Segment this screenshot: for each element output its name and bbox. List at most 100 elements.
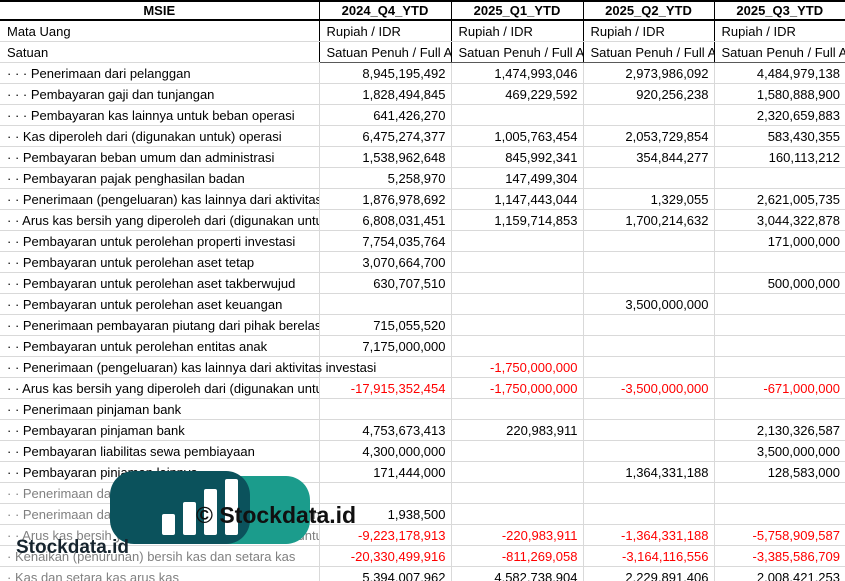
row-label: · · Pembayaran untuk perolehan entitas a… xyxy=(7,338,268,354)
row-label: · · Penerimaan pembayaran piutang dari p… xyxy=(7,317,319,333)
cell-value: 630,707,510 xyxy=(373,275,446,291)
cell-value: 7,754,035,764 xyxy=(362,233,446,249)
cell-value: -3,164,116,556 xyxy=(622,548,709,564)
table-row: · · Pembayaran liabilitas sewa pembiayaa… xyxy=(0,440,845,462)
unit-value: Satuan Penuh / Full Amount xyxy=(721,44,845,60)
row-label: · Kenaikan (penurunan) bersih kas dan se… xyxy=(7,548,296,564)
row-label: · · Penerimaan pinjaman bank xyxy=(7,401,182,417)
cell-value: -17,915,352,454 xyxy=(350,380,446,396)
row-label: · · Pembayaran pajak penghasilan badan xyxy=(7,170,245,186)
row-label: · · Pembayaran untuk perolehan aset takb… xyxy=(7,275,296,291)
table-row: · · Penerimaan pinjaman bank xyxy=(0,398,845,420)
unit-value: Satuan Penuh / Full Amount xyxy=(458,44,583,60)
row-label: · Kas dan setara kas arus kas xyxy=(7,569,179,581)
cell-value: 1,700,214,632 xyxy=(625,212,709,228)
cell-value: 1,828,494,845 xyxy=(362,86,446,102)
cell-value: 171,000,000 xyxy=(767,233,840,249)
table-header-row: MSIE 2024_Q4_YTD 2025_Q1_YTD 2025_Q2_YTD… xyxy=(0,0,845,21)
currency-value: Rupiah / IDR xyxy=(590,23,665,39)
cell-value: 7,175,000,000 xyxy=(362,338,446,354)
cell-value: 128,583,000 xyxy=(767,464,840,480)
cell-value: -3,500,000,000 xyxy=(621,380,709,396)
unit-label: Satuan xyxy=(7,44,49,60)
cell-value: 2,229,891,406 xyxy=(625,569,709,581)
row-label: · · Pembayaran pinjaman bank xyxy=(7,422,185,438)
unit-value: Satuan Penuh / Full Amount xyxy=(326,44,451,60)
cell-value: 845,992,341 xyxy=(505,149,578,165)
cell-value: -811,269,058 xyxy=(501,548,578,564)
table-row: · · Pembayaran untuk perolehan aset keua… xyxy=(0,293,845,315)
row-label: · · · Pembayaran kas lainnya untuk beban… xyxy=(7,107,295,123)
cell-value: 2,621,005,735 xyxy=(756,191,840,207)
cell-value: 1,159,714,853 xyxy=(494,212,578,228)
cell-value: -220,983,911 xyxy=(501,527,578,543)
column-header-q3-2025: 2025_Q3_YTD xyxy=(713,0,845,21)
cell-value: 1,474,993,046 xyxy=(494,65,578,81)
currency-value: Rupiah / IDR xyxy=(721,23,796,39)
cell-value: 1,580,888,900 xyxy=(756,86,840,102)
cell-value: 160,113,212 xyxy=(768,149,840,165)
cell-value: 5,258,970 xyxy=(387,170,446,186)
cell-value: 583,430,355 xyxy=(767,128,840,144)
cell-value: 3,070,664,700 xyxy=(362,254,446,270)
row-label: · · Penerimaan (pengeluaran) kas lainnya… xyxy=(7,359,377,375)
cell-value: 1,005,763,454 xyxy=(494,128,578,144)
cell-value: -9,223,178,913 xyxy=(358,527,446,543)
cell-value: 2,130,326,587 xyxy=(756,422,840,438)
cell-value: 1,938,500 xyxy=(387,506,446,522)
watermark-brand: Stockdata.id xyxy=(16,537,129,558)
cell-value: -1,750,000,000 xyxy=(490,359,578,375)
cell-value: 8,945,195,492 xyxy=(362,65,446,81)
cell-value: 1,329,055 xyxy=(650,191,709,207)
column-header-q4-2024: 2024_Q4_YTD xyxy=(318,0,451,21)
cell-value: 6,808,031,451 xyxy=(362,212,446,228)
row-label: · · Pembayaran beban umum dan administra… xyxy=(7,149,275,165)
table-row: · · Pembayaran pajak penghasilan badan 5… xyxy=(0,167,845,189)
cell-value: 171,444,000 xyxy=(373,464,446,480)
cell-value: -1,750,000,000 xyxy=(490,380,578,396)
cell-value: 4,484,979,138 xyxy=(756,65,840,81)
table-row: · · Penerimaan (pengeluaran) kas lainnya… xyxy=(0,356,845,378)
table-row: · · Pembayaran untuk perolehan aset takb… xyxy=(0,272,845,294)
cell-value: 4,753,673,413 xyxy=(362,422,446,438)
cell-value: 2,973,986,092 xyxy=(625,65,709,81)
table-row: · · Pembayaran pinjaman bank 4,753,673,4… xyxy=(0,419,845,441)
row-label: · · · Penerimaan dari pelanggan xyxy=(7,65,191,81)
cell-value: 3,500,000,000 xyxy=(756,443,840,459)
unit-value: Satuan Penuh / Full Amount xyxy=(590,44,714,60)
cell-value: -1,364,331,188 xyxy=(621,527,709,543)
row-label: · · Penerimaan (pengeluaran) kas lainnya… xyxy=(7,191,319,207)
cell-value: 354,844,277 xyxy=(636,149,709,165)
cell-value: 2,320,659,883 xyxy=(756,107,840,123)
row-label: · · Pembayaran untuk perolehan properti … xyxy=(7,233,296,249)
currency-label: Mata Uang xyxy=(7,23,71,39)
table-row: · · Penerimaan (pengeluaran) kas lainnya… xyxy=(0,188,845,210)
cell-value: 3,500,000,000 xyxy=(625,296,709,312)
cell-value: 2,053,729,854 xyxy=(625,128,709,144)
cell-value: 4,582,738,904 xyxy=(494,569,578,581)
table-row: · Kenaikan (penurunan) bersih kas dan se… xyxy=(0,545,845,567)
table-row: · · Penerimaan pembayaran piutang dari p… xyxy=(0,314,845,336)
cell-value: 6,475,274,377 xyxy=(362,128,446,144)
cell-value: 715,055,520 xyxy=(373,317,446,333)
cell-value: 3,044,322,878 xyxy=(756,212,840,228)
column-header-q2-2025: 2025_Q2_YTD xyxy=(582,0,714,21)
cell-value: 1,538,962,648 xyxy=(362,149,446,165)
watermark-copyright: © Stockdata.id xyxy=(196,502,357,528)
stockdata-logo-icon xyxy=(110,471,310,544)
table-row: · · Arus kas bersih yang diperoleh dari … xyxy=(0,209,845,231)
cell-value: 1,876,978,692 xyxy=(362,191,446,207)
table-row: · · · Pembayaran gaji dan tunjangan 1,82… xyxy=(0,83,845,105)
row-label: · · Pembayaran liabilitas sewa pembiayaa… xyxy=(7,443,255,459)
cell-value: 920,256,238 xyxy=(636,86,709,102)
column-header-q1-2025: 2025_Q1_YTD xyxy=(450,0,583,21)
cell-value: 1,364,331,188 xyxy=(625,464,709,480)
table-row: · · Pembayaran untuk perolehan aset teta… xyxy=(0,251,845,273)
cell-value: 2,008,421,253 xyxy=(756,569,840,581)
row-label: · · Arus kas bersih yang diperoleh dari … xyxy=(7,212,319,228)
table-row: · · Kas diperoleh dari (digunakan untuk)… xyxy=(0,125,845,147)
cell-value: -671,000,000 xyxy=(763,380,840,396)
row-label: · · · Pembayaran gaji dan tunjangan xyxy=(7,86,215,102)
